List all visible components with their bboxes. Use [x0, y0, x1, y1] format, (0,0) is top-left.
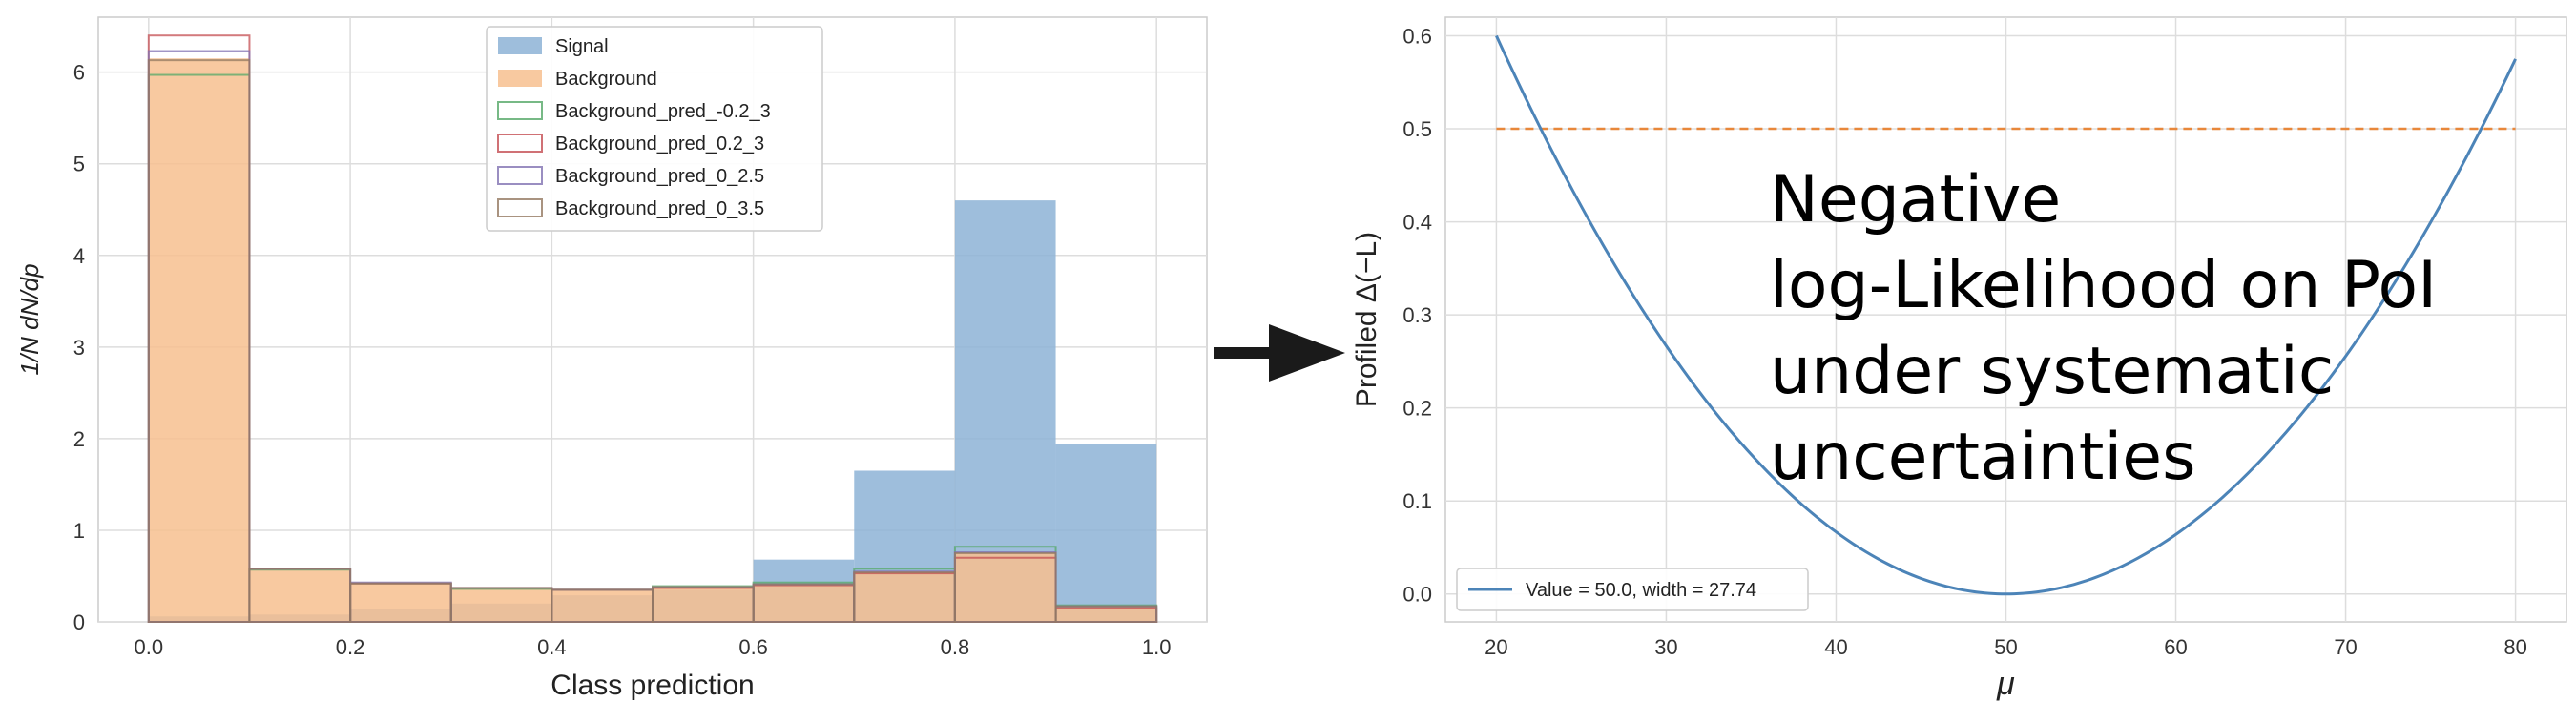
y-tick-label: 2	[73, 427, 85, 451]
arrow-head	[1269, 324, 1345, 382]
background-bar	[249, 568, 351, 622]
x-tick-label: 0.2	[336, 635, 365, 659]
legend-label: Signal	[555, 36, 609, 57]
histogram-chart: 0 1 2 3 4 5 6 0.0 0.2 0.4 0.6 0.8 1.0 Class predictio…	[15, 16, 1208, 701]
y-tick-label: 4	[73, 244, 85, 268]
legend-box	[486, 26, 823, 232]
x-tick-label: 20	[1485, 635, 1507, 659]
legend-swatch	[497, 134, 543, 153]
legend-swatch	[497, 198, 543, 217]
background-bar	[450, 588, 552, 622]
background-bar	[854, 571, 955, 622]
legend-swatch	[497, 166, 543, 185]
y-tick-label: 0.4	[1402, 211, 1432, 235]
y-tick-label: 0.5	[1402, 117, 1432, 141]
background-bar	[148, 58, 250, 622]
x-tick-label: 1.0	[1142, 635, 1172, 659]
annotation-line: uncertainties	[1770, 420, 2196, 495]
x-axis-label: Class prediction	[551, 670, 754, 701]
y-tick-label: 0.3	[1402, 303, 1432, 327]
annotation-line: Negative	[1770, 162, 2062, 237]
x-tick-label: 40	[1824, 635, 1847, 659]
legend-label: Background_pred_0.2_3	[555, 134, 764, 155]
y-axis-label: Profiled Δ(−L)	[1351, 232, 1382, 407]
x-axis-label: μ	[1996, 666, 2015, 702]
x-tick-label: 80	[2503, 635, 2526, 659]
y-tick-label: 0	[73, 610, 85, 634]
signal-bar	[1055, 444, 1157, 622]
background-pred-step	[953, 551, 1057, 623]
annotation-line: under systematic	[1770, 334, 2335, 409]
y-tick-label: 5	[73, 153, 85, 176]
y-axis-label: 1/N dN/dp	[15, 263, 44, 375]
legend-swatch	[497, 101, 543, 120]
likelihood-curve	[1495, 34, 2517, 596]
x-tick-label: 30	[1654, 635, 1677, 659]
arrow-shaft	[1214, 347, 1271, 359]
annotation-text: Negative log-Likelihood on PoI under sys…	[1770, 157, 2514, 501]
x-tick-label: 0.4	[537, 635, 567, 659]
right-arrow-icon	[1214, 324, 1345, 382]
legend-label: Background_pred_0_2.5	[555, 166, 764, 187]
legend-swatch	[498, 37, 542, 54]
x-tick-label: 0.8	[941, 635, 970, 659]
y-tick-label: 0.0	[1402, 583, 1432, 607]
legend-box	[1456, 568, 1809, 611]
annotation-line: log-Likelihood on PoI	[1770, 248, 2438, 323]
y-tick-label: 6	[73, 61, 85, 85]
x-tick-label: 60	[2164, 635, 2187, 659]
likelihood-chart: 0.0 0.1 0.2 0.3 0.4 0.5 0.6 20 30 40 50 60 70 80 μ Prof…	[1351, 16, 2567, 702]
y-tick-label: 1	[73, 519, 85, 543]
background-bar	[653, 587, 754, 622]
y-tick-label: 0.1	[1402, 489, 1432, 513]
background-bar	[954, 552, 1056, 622]
background-bar	[350, 582, 451, 622]
y-tick-label: 0.2	[1402, 397, 1432, 421]
legend-label: Background	[555, 69, 657, 90]
x-tick-label: 50	[1994, 635, 2017, 659]
legend-label: Background_pred_-0.2_3	[555, 101, 771, 122]
legend-label: Value = 50.0, width = 27.74	[1526, 580, 1756, 601]
x-tick-label: 0.6	[738, 635, 768, 659]
background-pred-step	[147, 59, 251, 623]
y-tick-label: 0.6	[1402, 25, 1432, 49]
background-bar	[753, 584, 855, 622]
x-tick-label: 70	[2334, 635, 2357, 659]
legend-swatch	[498, 70, 542, 87]
background-pred-step	[1054, 605, 1158, 623]
y-tick-label: 3	[73, 336, 85, 360]
background-bar	[1055, 606, 1157, 622]
legend-label: Background_pred_0_3.5	[555, 198, 764, 219]
x-tick-label: 0.0	[135, 635, 164, 659]
background-bar	[551, 589, 653, 622]
